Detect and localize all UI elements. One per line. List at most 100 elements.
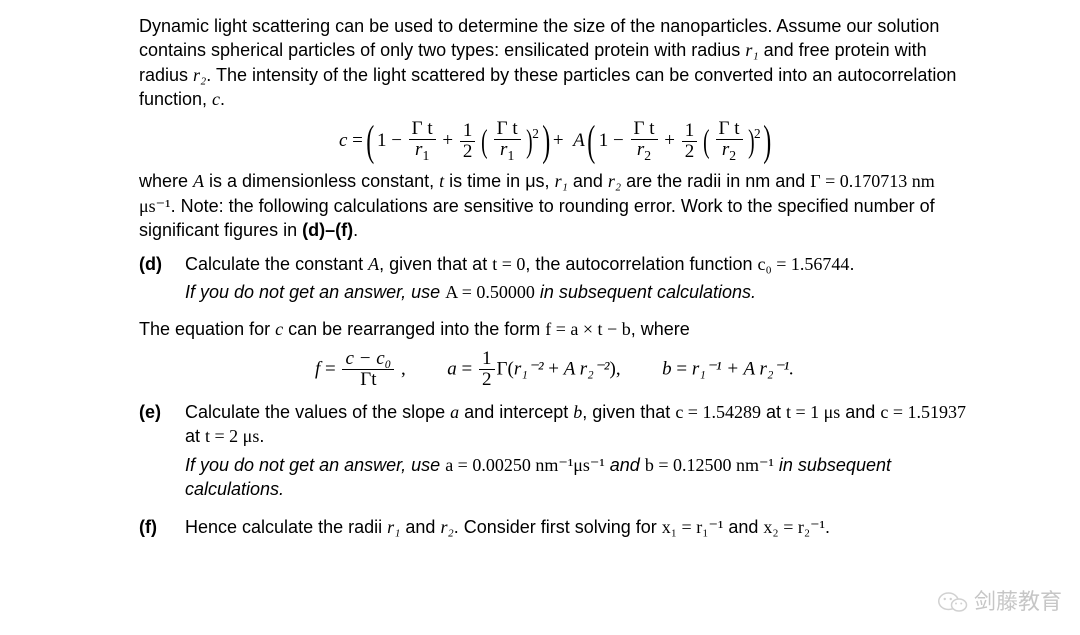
a-rhs-post: ),: [610, 359, 621, 380]
b-sym: b: [662, 359, 672, 380]
eq-plus-2: +: [664, 130, 675, 151]
eq-minus-2: −: [613, 130, 624, 151]
frac-den-2b: r2: [716, 140, 743, 163]
f-4: .: [825, 517, 830, 537]
half-den-2: 2: [682, 142, 698, 162]
e-b: b: [573, 402, 582, 422]
a-half: 1 2: [479, 349, 495, 390]
watermark: 剑藤教育: [938, 587, 1062, 617]
label-f: (f): [139, 515, 185, 539]
d-fb-val: A = 0.50000: [445, 282, 535, 302]
d-t0: t = 0: [492, 254, 525, 274]
paren-close-2: ): [764, 122, 772, 161]
f-and: and: [723, 517, 763, 537]
paren-open-sq1: (: [481, 127, 487, 156]
d-fb-1: If you do not get an answer, use: [185, 282, 445, 302]
body-e: Calculate the values of the slope a and …: [185, 400, 970, 501]
f-eq: =: [325, 359, 336, 380]
frac-num: Γ t: [409, 119, 436, 140]
e-fa-b: b = 0.12500 nm⁻¹: [645, 455, 774, 475]
half-den-1: 2: [460, 142, 476, 162]
e-fa-and: and: [605, 455, 645, 475]
e-t1: t = 1 μs: [786, 402, 840, 422]
frac-den: r1: [409, 140, 436, 163]
sq-2: 2: [754, 126, 761, 141]
a-eq: =: [462, 359, 473, 380]
eq-one-2: 1: [599, 130, 609, 151]
eq-A: A: [573, 130, 585, 151]
f-2: and: [400, 517, 440, 537]
f-x2: x₂ = r₂⁻¹: [763, 517, 825, 537]
d-A: A: [368, 254, 379, 274]
eq-plus-1: +: [442, 130, 453, 151]
a-plus: +: [544, 359, 564, 380]
e-c1: c = 1.54289: [675, 402, 761, 422]
sym-c: c: [212, 89, 220, 109]
a-A: A: [564, 359, 580, 380]
d-line: Calculate the constant A, given that at …: [185, 252, 970, 276]
f-3: . Consider first solving for: [454, 517, 662, 537]
def-4: and: [568, 171, 608, 191]
intro-text-3: . The intensity of the light scattered b…: [139, 65, 956, 109]
frac-num-2b: Γ t: [716, 119, 743, 140]
sym-r2: r₂: [193, 65, 206, 85]
def-5: are the radii in nm and: [621, 171, 810, 191]
item-f: (f) Hence calculate the radii r₁ and r₂.…: [139, 515, 970, 539]
sym-A: A: [193, 171, 204, 191]
document-page: Dynamic light scattering can be used to …: [0, 0, 1080, 553]
frac-num-2: Γ t: [631, 119, 658, 140]
r2-sub: 2: [644, 148, 651, 163]
re-2: can be rearranged into the form: [283, 319, 545, 339]
a-half-n: 1: [479, 349, 495, 370]
def-1: where: [139, 171, 193, 191]
label-d: (d): [139, 252, 185, 305]
f-frac: c − c₀ Γt: [342, 349, 394, 390]
e-t2: t = 2 μs: [205, 426, 259, 446]
fab-definitions: f = c − c₀ Γt , a = 1 2 Γ(r₁⁻² + A r₂⁻²)…: [139, 349, 970, 390]
d-fallback: If you do not get an answer, use A = 0.5…: [185, 280, 970, 304]
r1-sub: 1: [422, 148, 429, 163]
frac-gt-r2-b: Γ t r2: [716, 119, 743, 163]
re-c: c: [275, 319, 283, 339]
sym-r1: r₁: [745, 40, 758, 60]
frac-den-b: r1: [494, 140, 521, 163]
frac-den-2: r2: [631, 140, 658, 163]
paren-close-sq2: ): [748, 127, 754, 156]
d-text-1: Calculate the constant: [185, 254, 368, 274]
f-num: c − c₀: [342, 349, 394, 370]
a-rhs-pre: Γ(: [497, 359, 514, 380]
b-eq: =: [676, 359, 687, 380]
label-e: (e): [139, 400, 185, 501]
frac-gt-r1-b: Γ t r1: [494, 119, 521, 163]
e-c2: c = 1.51937: [880, 402, 966, 422]
d-text-2: , given that at: [379, 254, 492, 274]
f-num-t: c − c₀: [345, 348, 391, 369]
main-equation: c = ( 1 − Γ t r1 + 1 2 ( Γ t r1 )2 ) + A…: [139, 119, 970, 163]
e-line: Calculate the values of the slope a and …: [185, 400, 970, 449]
e-a: a: [450, 402, 459, 422]
gt-2: Γ t: [634, 118, 655, 139]
f-x1: x₁ = r₁⁻¹: [662, 517, 724, 537]
f-r2: r₂: [440, 517, 453, 537]
definitions-paragraph: where A is a dimensionless constant, t i…: [139, 169, 970, 242]
e-4: .: [259, 426, 264, 446]
a-half-d: 2: [479, 370, 495, 390]
e-1: Calculate the values of the slope: [185, 402, 450, 422]
item-e: (e) Calculate the values of the slope a …: [139, 400, 970, 501]
item-d: (d) Calculate the constant A, given that…: [139, 252, 970, 305]
gt-2b: Γ t: [719, 118, 740, 139]
re-1: The equation for: [139, 319, 275, 339]
eq-plus-mid: +: [553, 130, 564, 151]
wechat-icon: [938, 591, 968, 613]
f-den-t: Γt: [360, 369, 376, 390]
paren-open-sq2: (: [703, 127, 709, 156]
e-at2: at: [185, 426, 205, 446]
eq-equals: =: [352, 130, 363, 151]
def-3: is time in μs,: [444, 171, 554, 191]
intro-paragraph: Dynamic light scattering can be used to …: [139, 14, 970, 111]
frac-gt-r1: Γ t r1: [409, 119, 436, 163]
a-r1: r₁⁻²: [514, 359, 544, 380]
e-at1: at: [761, 402, 786, 422]
frac-num-b: Γ t: [494, 119, 521, 140]
gt-1: Γ t: [412, 118, 433, 139]
